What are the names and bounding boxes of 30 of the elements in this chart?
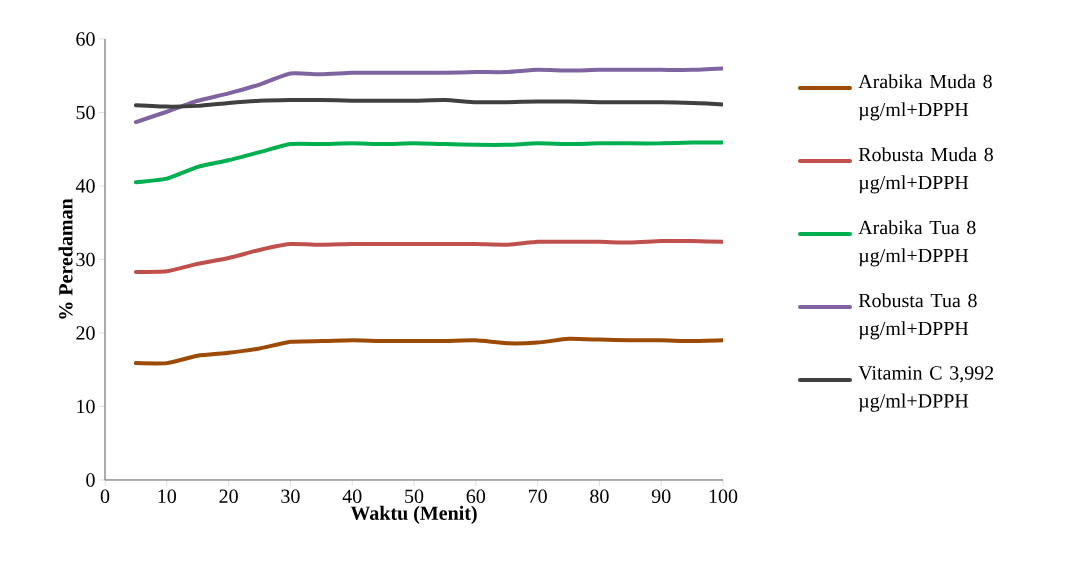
y-axis-title: % Peredaman xyxy=(58,198,73,319)
x-tick-label: 30 xyxy=(281,489,300,504)
line-series xyxy=(133,140,724,185)
line-series xyxy=(133,336,724,366)
x-tick-label: 10 xyxy=(158,489,177,504)
x-tick-label: 50 xyxy=(405,489,424,504)
x-tick-label: 70 xyxy=(528,489,547,504)
x-axis-title: Waktu (Menit) xyxy=(350,505,477,524)
x-tick-label: 60 xyxy=(466,489,486,504)
x-tick-label: 0 xyxy=(100,489,110,504)
legend-label: Robusta Muda 8 µg/ml+DPPH xyxy=(858,147,993,194)
legend-label: Arabika Muda 8 µg/ml+DPPH xyxy=(858,74,992,121)
x-tick-label: 100 xyxy=(709,489,738,504)
y-tick-label: 0 xyxy=(86,473,95,487)
y-tick-label: 50 xyxy=(76,105,95,120)
y-tick-label: 40 xyxy=(75,179,95,193)
line-series xyxy=(133,97,724,109)
legend-label: Vitamin C 3,992 µg/ml+DPPH xyxy=(858,366,994,412)
y-tick-label: 10 xyxy=(77,399,95,414)
legend-label: Robusta Tua 8 µg/ml+DPPH xyxy=(858,293,977,340)
y-tick-label: 30 xyxy=(76,252,95,267)
x-tick-label: 90 xyxy=(651,489,671,504)
legend-label: Arabika Tua 8 µg/ml+DPPH xyxy=(858,220,976,267)
y-tick-label: 20 xyxy=(76,326,95,340)
line-series xyxy=(133,239,724,274)
line-series xyxy=(133,66,724,125)
x-tick-label: 40 xyxy=(342,489,362,504)
x-tick-label: 80 xyxy=(590,489,609,504)
y-tick-label: 60 xyxy=(76,32,95,46)
x-tick-label: 20 xyxy=(219,489,238,504)
